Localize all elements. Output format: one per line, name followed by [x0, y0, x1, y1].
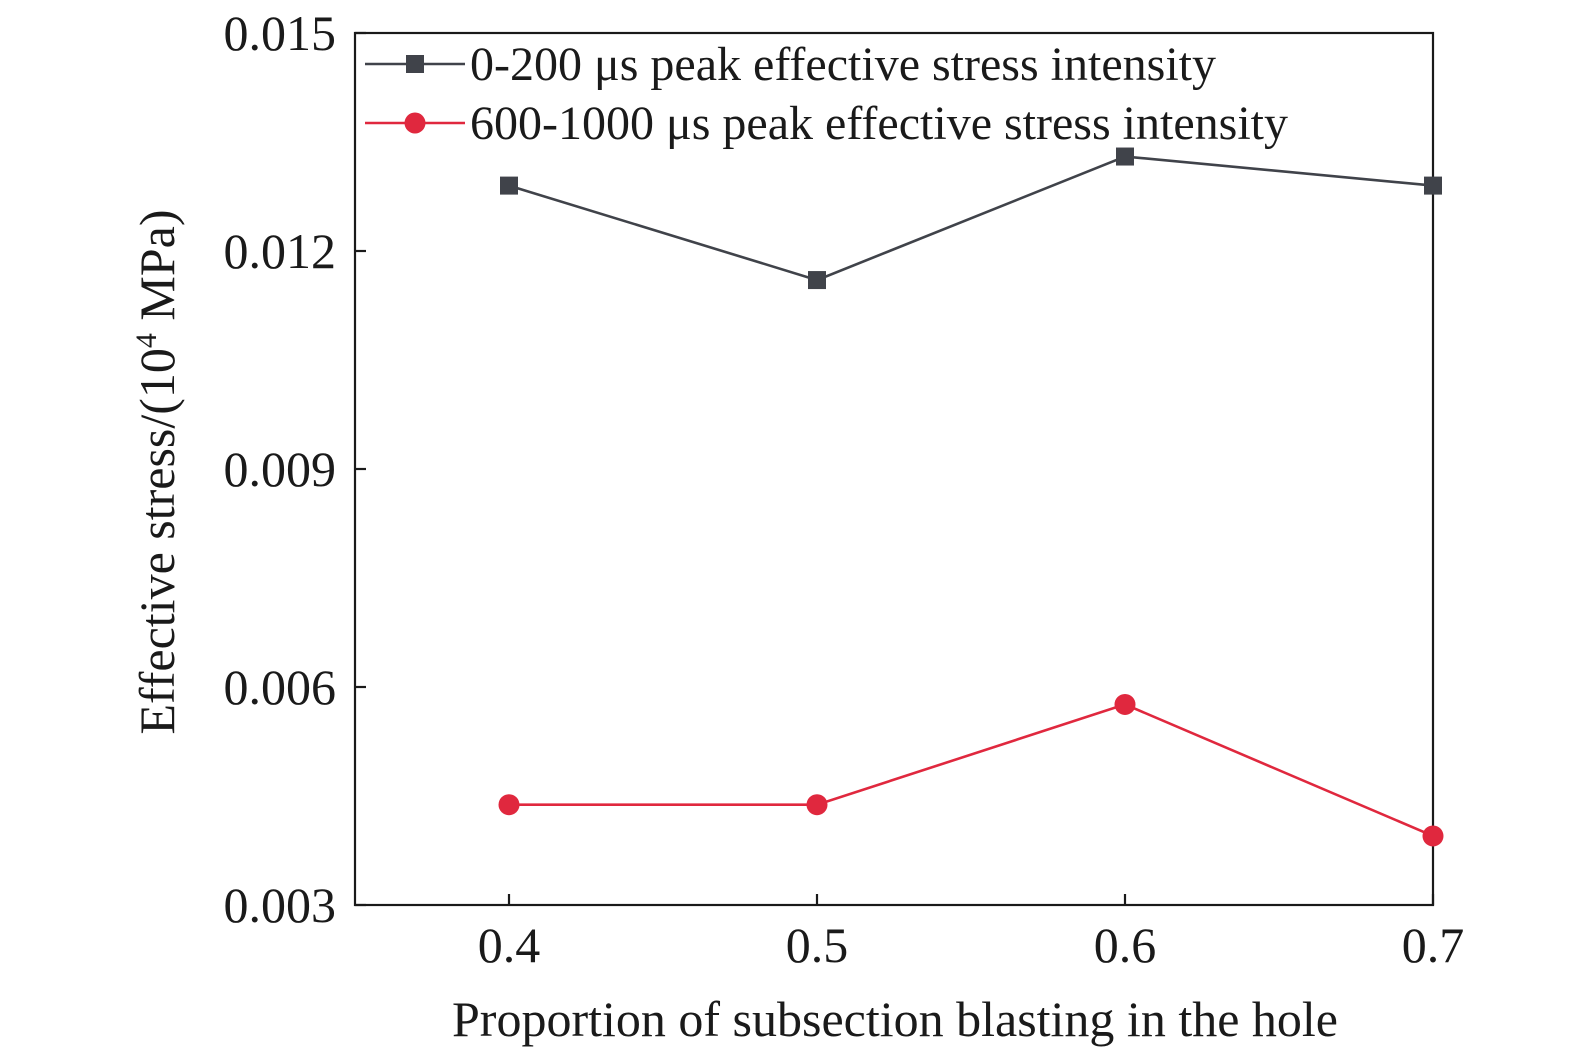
legend-label: 600-1000 μs peak effective stress intens… [470, 97, 1288, 150]
axes: 0.003 0.006 0.009 0.012 0.015 0.4 0.5 0.6 0.7 [224, 5, 1465, 973]
data-point-circle [498, 794, 520, 816]
legend-entry-2: 600-1000 μs peak effective stress intens… [365, 97, 1288, 150]
plot-frame [353, 31, 1435, 907]
data-point-square [1424, 176, 1442, 195]
y-axis-title-unit: MPa) [129, 209, 185, 333]
y-tick-label: 0.009 [224, 441, 337, 497]
y-axis-title-superscript: 4 [130, 333, 163, 348]
series-2 [498, 693, 1444, 847]
data-point-circle [1422, 825, 1444, 847]
legend: 0-200 μs peak effective stress intensity… [365, 38, 1288, 150]
y-tick-label: 0.003 [224, 877, 337, 933]
data-point-square [808, 271, 826, 290]
series-line [509, 703, 1434, 838]
data-point-square [1116, 147, 1134, 166]
y-axis-title: Effective stress/(104 MPa) [129, 209, 185, 734]
legend-marker-circle [404, 112, 426, 134]
x-tick-label: 0.4 [478, 917, 541, 973]
y-tick-label: 0.006 [224, 659, 337, 715]
x-axis-title: Proportion of subsection blasting in the… [452, 991, 1338, 1047]
data-point-square [500, 176, 518, 195]
y-tick-label: 0.012 [224, 223, 337, 279]
x-tick-label: 0.5 [786, 917, 849, 973]
data-point-circle [1114, 693, 1136, 715]
series-line [508, 155, 1434, 282]
x-tick-label: 0.7 [1402, 917, 1465, 973]
series-1 [500, 147, 1442, 290]
y-axis-title-main: Effective stress/(10 [129, 348, 185, 734]
x-tick-label: 0.6 [1094, 917, 1157, 973]
legend-label: 0-200 μs peak effective stress intensity [470, 38, 1216, 91]
data-point-circle [806, 794, 828, 816]
y-tick-label: 0.015 [224, 5, 337, 61]
series-layer [498, 147, 1444, 847]
legend-marker-square [406, 55, 424, 73]
legend-entry-1: 0-200 μs peak effective stress intensity [365, 38, 1216, 91]
